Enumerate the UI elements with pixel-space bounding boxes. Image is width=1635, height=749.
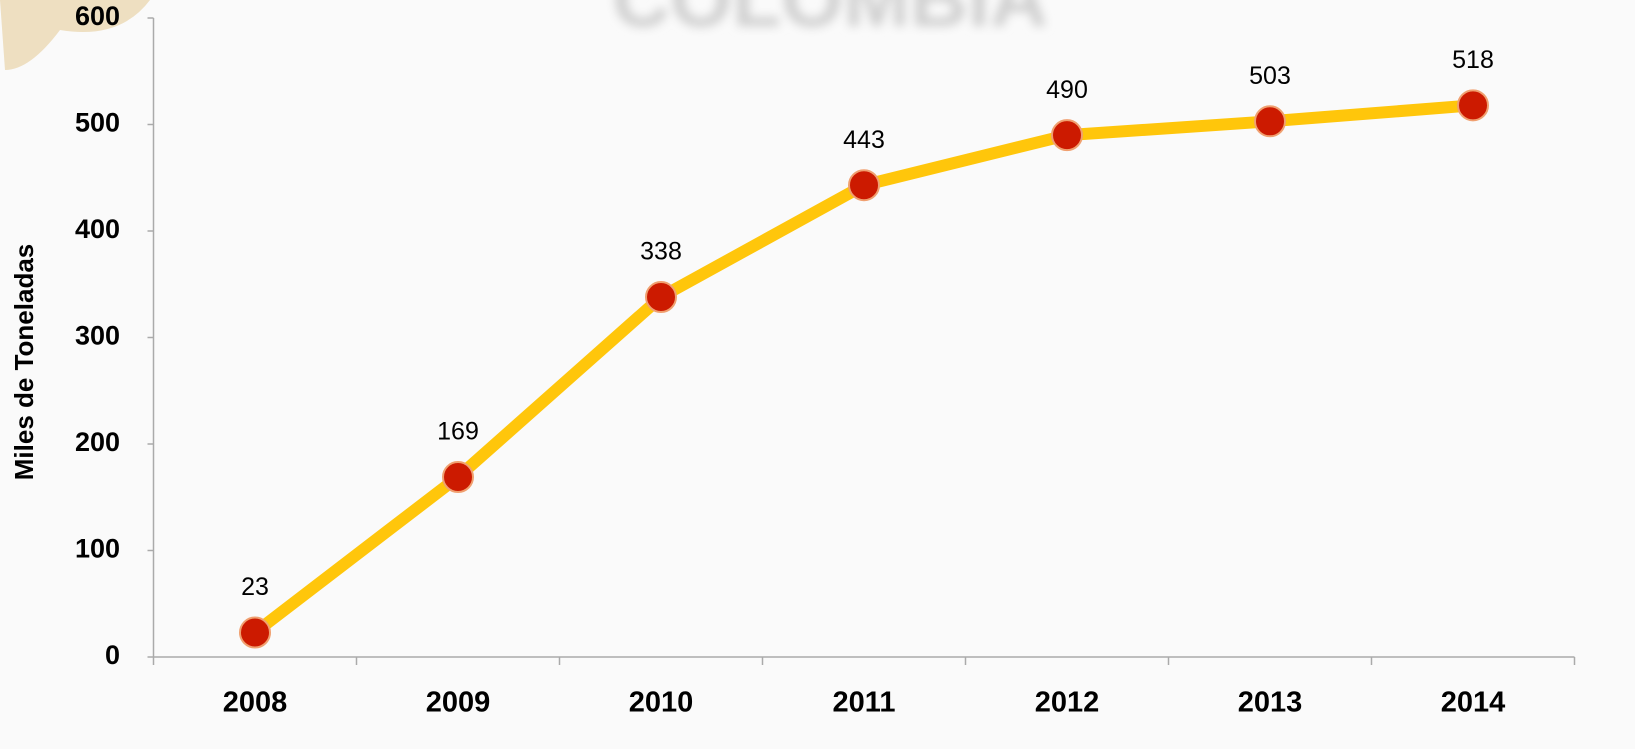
x-tick-label: 2008 [223, 687, 288, 719]
data-label: 338 [640, 238, 682, 266]
x-tick-label: 2011 [833, 687, 896, 719]
y-tick-label: 600 [75, 1, 120, 31]
marker [848, 169, 880, 202]
data-label: 490 [1046, 76, 1088, 104]
x-tick-label: 2014 [1441, 687, 1506, 719]
y-tick-label: 0 [105, 640, 120, 670]
y-tick-label: 200 [75, 427, 120, 457]
x-tick-label: 2013 [1238, 687, 1303, 719]
y-tick-label: 500 [75, 108, 120, 138]
marker [239, 616, 271, 649]
marker [1051, 119, 1083, 152]
data-label: 169 [437, 418, 479, 446]
y-tick-label: 100 [75, 534, 120, 564]
x-tick-label: 2009 [426, 687, 491, 719]
y-tick-label: 400 [75, 214, 120, 244]
marker [1457, 89, 1489, 122]
marker [1254, 105, 1286, 138]
x-tick-label: 2010 [629, 687, 694, 719]
marker [645, 281, 677, 314]
data-label: 443 [843, 126, 885, 154]
data-label: 23 [241, 573, 269, 601]
x-tick-label: 2012 [1035, 687, 1100, 719]
y-tick-label: 300 [75, 321, 120, 351]
chart-title: COLOMBIA [612, 0, 1048, 43]
data-label: 518 [1452, 46, 1494, 74]
decoration [0, 0, 150, 70]
marker [442, 461, 474, 494]
data-label: 503 [1249, 62, 1291, 90]
y-axis-title: Miles de Toneladas [9, 244, 39, 480]
